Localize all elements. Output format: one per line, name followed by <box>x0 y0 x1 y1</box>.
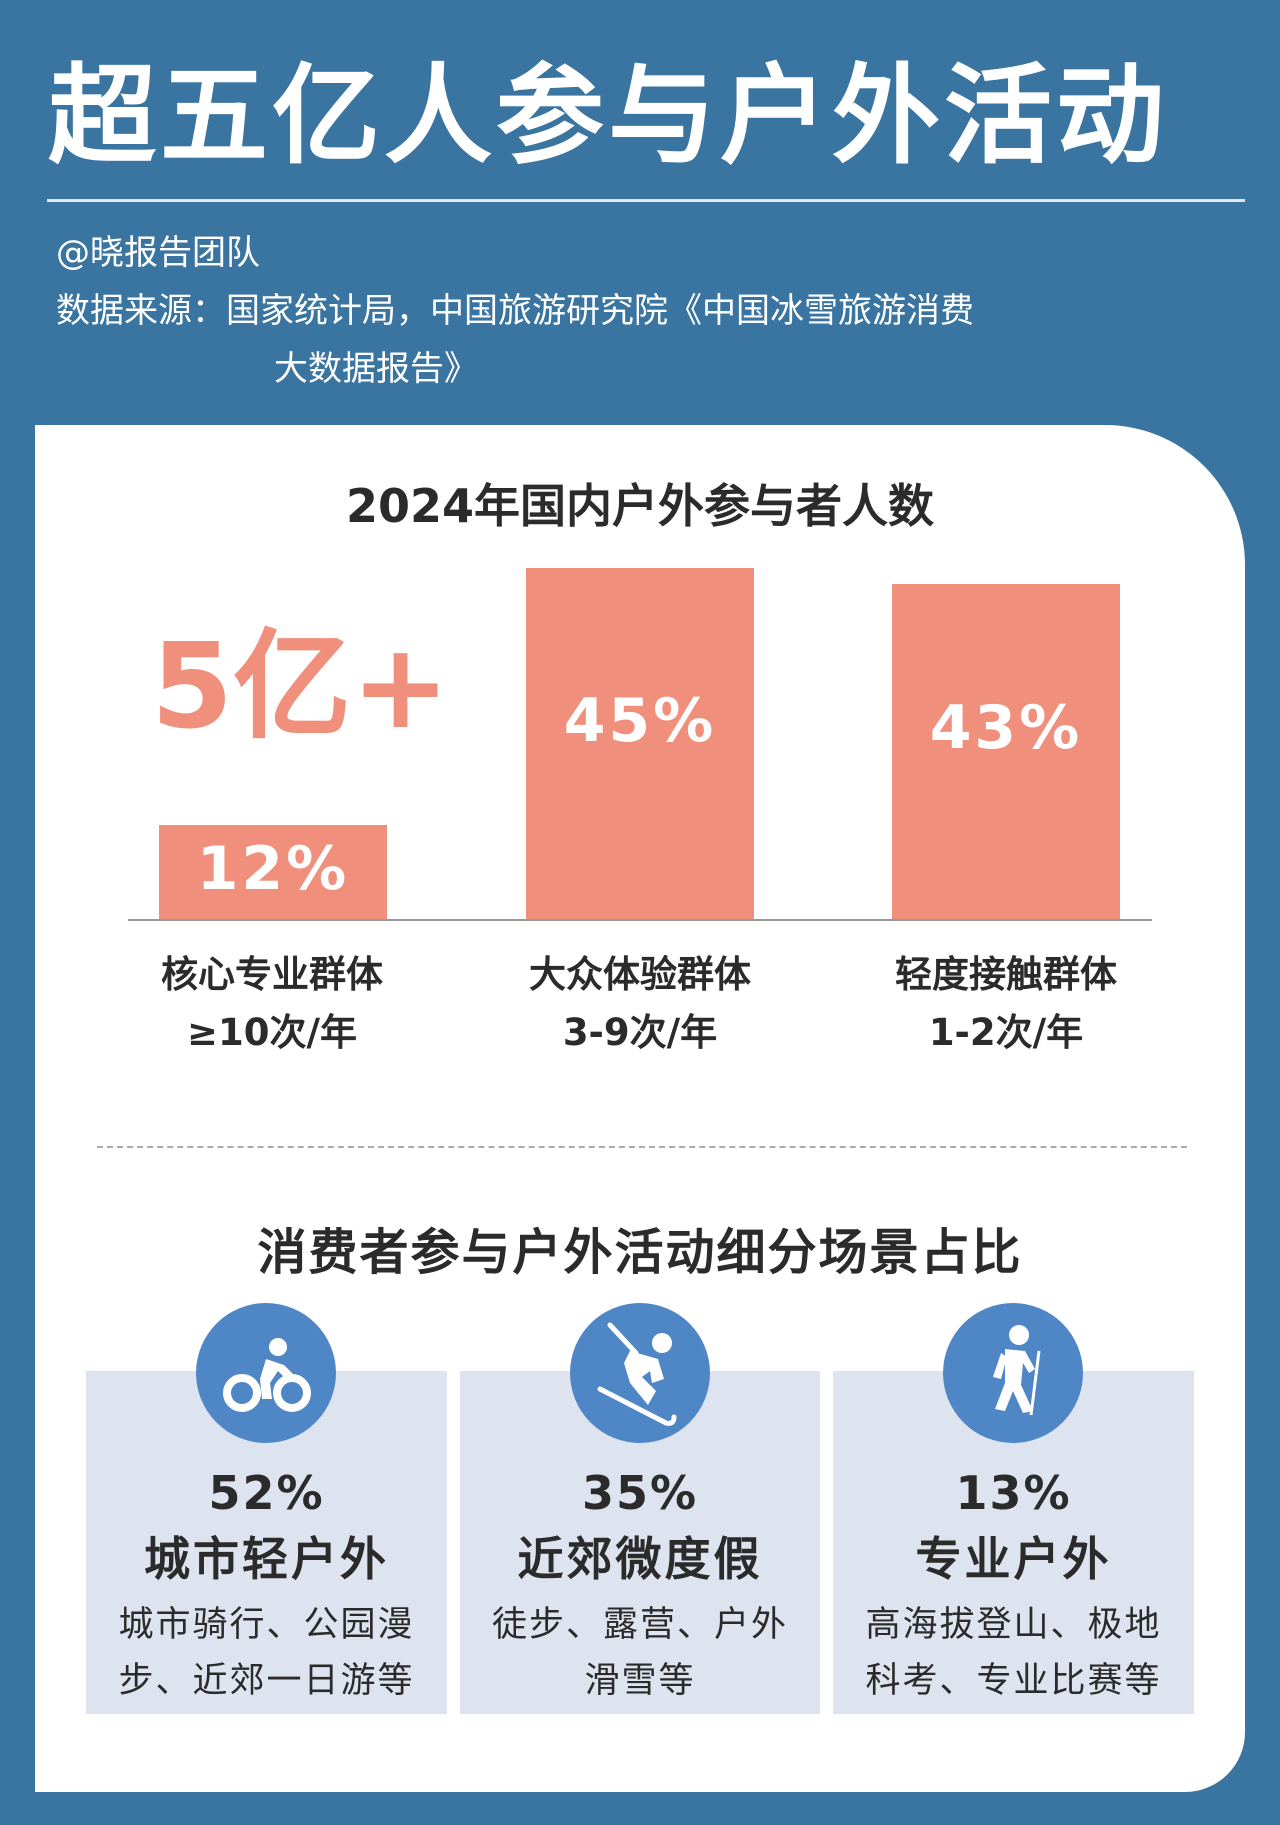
bar-1 <box>526 568 754 919</box>
bar-2 <box>892 583 1120 919</box>
segment-percent: 35% <box>581 1466 699 1520</box>
author: @晓报告团队 <box>56 233 260 273</box>
segment-desc: 城市骑行、公园漫 步、近郊一日游等 <box>104 1597 429 1709</box>
chart-title: 2024年国内户外参与者人数 <box>345 479 935 533</box>
category-name: 轻度接触群体 <box>895 953 1117 996</box>
desc-line: 高海拔登山、极地 <box>865 1605 1162 1645</box>
bar-0 <box>159 825 387 919</box>
desc-line: 城市骑行、公园漫 <box>118 1605 415 1645</box>
segment-percent: 52% <box>208 1466 325 1520</box>
bar-value-label-2: 43% <box>929 693 1083 764</box>
category-label-1: 大众体验群体 3-9次/年 <box>460 946 820 1062</box>
category-name: 大众体验群体 <box>529 953 751 996</box>
page-title: 超五亿人参与户外活动 <box>48 54 1169 179</box>
desc-line: 科考、专业比赛等 <box>865 1661 1162 1701</box>
source-line-2: 大数据报告》 <box>274 349 478 389</box>
desc-line: 徒步、露营、户外 <box>491 1605 788 1645</box>
category-name: 核心专业群体 <box>161 953 383 996</box>
hiking-icon <box>943 1303 1083 1443</box>
desc-line: 步、近郊一日游等 <box>118 1661 415 1701</box>
category-label-0: 核心专业群体 ≥10次/年 <box>92 946 452 1062</box>
skiing-icon <box>570 1303 710 1443</box>
segment-card-city: 52% 城市轻户外 城市骑行、公园漫 步、近郊一日游等 <box>86 1371 447 1714</box>
category-frequency: 3-9次/年 <box>562 1011 718 1054</box>
segment-desc: 徒步、露营、户外 滑雪等 <box>478 1597 802 1709</box>
segment-name: 城市轻户外 <box>144 1532 389 1586</box>
chart-baseline <box>128 919 1152 921</box>
bar-value-label-0: 12% <box>196 834 350 905</box>
category-label-2: 轻度接触群体 1-2次/年 <box>826 946 1186 1062</box>
desc-line: 滑雪等 <box>584 1661 696 1701</box>
bar-value-label-1: 45% <box>563 685 717 756</box>
source-line-1: 数据来源：国家统计局，中国旅游研究院《中国冰雪旅游消费 <box>56 291 974 331</box>
segment-name: 专业户外 <box>915 1532 1112 1586</box>
cycling-icon <box>196 1303 336 1443</box>
section-divider <box>97 1146 1187 1148</box>
segment-percent: 13% <box>955 1466 1072 1520</box>
total-annotation: 5亿+ <box>151 617 450 755</box>
category-frequency: 1-2次/年 <box>928 1011 1084 1054</box>
segments-title: 消费者参与户外活动细分场景占比 <box>257 1224 1023 1281</box>
segment-name: 近郊微度假 <box>517 1532 763 1586</box>
title-divider <box>47 199 1245 202</box>
category-frequency: ≥10次/年 <box>186 1011 357 1054</box>
segment-desc: 高海拔登山、极地 科考、专业比赛等 <box>851 1597 1176 1709</box>
